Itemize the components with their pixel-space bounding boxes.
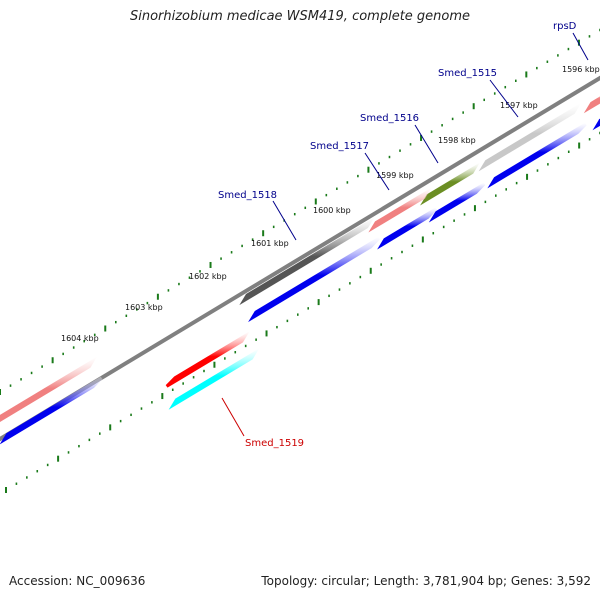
scale-tick-label: 1596 kbp	[562, 65, 600, 74]
scale-tick-label: 1601 kbp	[251, 239, 289, 248]
leader-line	[221, 397, 245, 437]
gene-bar-smed_1515[interactable]	[478, 102, 582, 172]
scale-tick-label: 1600 kbp	[313, 206, 351, 215]
cds-bar-smed_1516[interactable]	[428, 182, 486, 223]
map-title: Sinorhizobium medicae WSM419, complete g…	[129, 9, 471, 24]
reverse-tick-row	[5, 131, 600, 493]
genome-summary-text: Topology: circular; Length: 3,781,904 bp…	[261, 574, 591, 588]
scale-tick-label: 1597 kbp	[500, 101, 538, 110]
leader-line	[572, 32, 589, 61]
gene-label-smed_1519[interactable]: Smed_1519	[245, 438, 304, 449]
gene-bar-smed_1517[interactable]	[368, 187, 432, 233]
gene-label-smed_1518[interactable]: Smed_1518	[218, 190, 277, 201]
gene-label-rpsd[interactable]: rpsD	[553, 21, 577, 32]
gene-bar-rpsd[interactable]	[583, 87, 600, 114]
cds-bar-unlabeled[interactable]	[0, 376, 103, 445]
gene-label-smed_1516[interactable]: Smed_1516	[360, 113, 419, 124]
cds-bar-smed_1515[interactable]	[487, 122, 587, 189]
gene-bar-smed_1516[interactable]	[420, 162, 480, 206]
cds-bar-smed_1518[interactable]	[248, 236, 381, 323]
forward-tick-row	[0, 28, 600, 395]
scale-tick-label: 1603 kbp	[125, 303, 163, 312]
leader-line	[414, 124, 439, 164]
accession-text: Accession: NC_009636	[9, 574, 146, 588]
scale-tick-label: 1604 kbp	[61, 334, 99, 343]
cds-bar-smed_1517[interactable]	[377, 207, 438, 250]
leader-line	[489, 79, 519, 118]
gene-label-smed_1517[interactable]: Smed_1517	[310, 141, 369, 152]
scale-tick-label: 1598 kbp	[438, 136, 476, 145]
gene-bar-smed_1518[interactable]	[239, 216, 375, 306]
scale-tick-label: 1599 kbp	[376, 171, 414, 180]
scale-tick-label: 1602 kbp	[189, 272, 227, 281]
cds-bar-smed_1519[interactable]	[168, 348, 260, 410]
gene-bar-unlabeled[interactable]	[0, 356, 98, 428]
gene-bar-smed_1519[interactable]	[165, 331, 250, 388]
leader-line	[272, 200, 297, 241]
leader-line	[364, 152, 390, 191]
cds-bar-rpsd[interactable]	[592, 107, 600, 131]
gene-label-smed_1515[interactable]: Smed_1515	[438, 68, 497, 79]
